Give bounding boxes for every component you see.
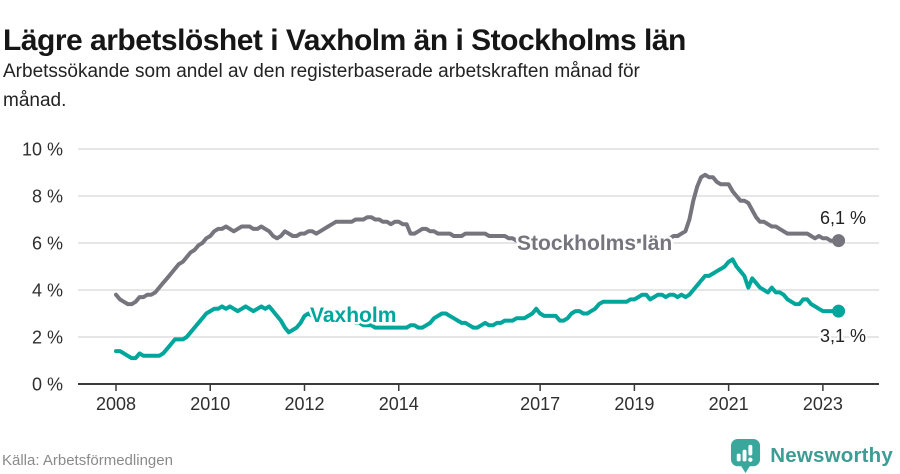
x-tick-label: 2010 bbox=[190, 394, 230, 414]
gridlines bbox=[78, 148, 879, 338]
y-tick-label: 10 % bbox=[22, 140, 63, 160]
subtitle-line-1: Arbetssökande som andel av den registerb… bbox=[3, 61, 640, 82]
chart-labels: 0 % 2 % 4 % 6 % 8 % 10 % 2008 2010 2012 2014 2017 2… bbox=[22, 140, 868, 415]
series-lines bbox=[114, 172, 841, 361]
x-tick-label: 2019 bbox=[614, 394, 654, 414]
end-value-label-stockholms-lan: 6,1 % bbox=[820, 208, 866, 228]
series-line-stockholms-lan bbox=[114, 172, 841, 307]
axis bbox=[78, 383, 879, 391]
series-line-vaxholm bbox=[114, 257, 841, 361]
x-tick-label: 2021 bbox=[709, 394, 749, 414]
y-tick-label: 2 % bbox=[32, 328, 63, 348]
y-tick-label: 6 % bbox=[32, 234, 63, 254]
series-end-dot-stockholms-lan bbox=[832, 234, 846, 248]
end-value-label-vaxholm: 3,1 % bbox=[820, 326, 866, 346]
newsworthy-wordmark: Newsworthy bbox=[770, 444, 893, 467]
x-tick-label: 2023 bbox=[803, 394, 843, 414]
y-tick-label: 4 % bbox=[32, 281, 63, 301]
page-title: Lägre arbetslöshet i Vaxholm än i Stockh… bbox=[3, 24, 686, 58]
y-tick-label: 8 % bbox=[32, 187, 63, 207]
chart-subtitle: Arbetssökande som andel av den registerb… bbox=[3, 57, 863, 116]
series-label-vaxholm: Vaxholm bbox=[310, 304, 396, 327]
x-tick-label: 2012 bbox=[284, 394, 324, 414]
series-label-stockholms-lan: Stockholms län bbox=[517, 232, 672, 255]
x-tick-label: 2017 bbox=[520, 394, 560, 414]
subtitle-line-2: månad. bbox=[3, 90, 67, 112]
x-tick-label: 2008 bbox=[96, 394, 136, 414]
y-tick-label: 0 % bbox=[32, 375, 63, 395]
series-end-dot-vaxholm bbox=[832, 304, 846, 318]
newsworthy-brand: Newsworthy bbox=[729, 438, 893, 474]
end-dots bbox=[832, 234, 846, 318]
newsworthy-logo-icon bbox=[731, 439, 761, 473]
x-tick-label: 2014 bbox=[379, 394, 419, 414]
source-credit: Källa: Arbetsförmedlingen bbox=[2, 452, 173, 469]
